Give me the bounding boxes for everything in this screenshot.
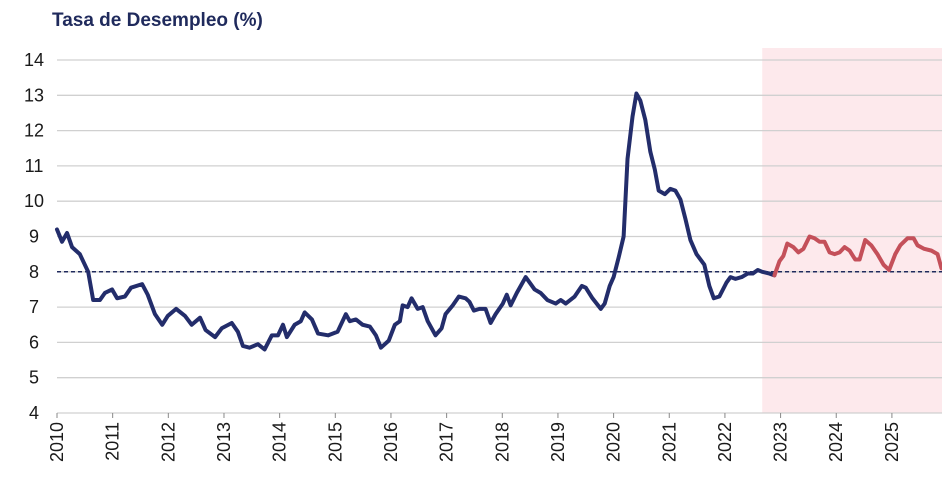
chart-title: Tasa de Desempleo (%) — [52, 10, 263, 31]
y-tick-label: 12 — [24, 121, 44, 141]
x-tick-label: 2025 — [882, 422, 902, 462]
forecast-region — [762, 48, 942, 413]
y-tick-label: 5 — [29, 368, 39, 388]
x-tick-label: 2017 — [437, 422, 457, 462]
y-tick-label: 11 — [25, 156, 44, 176]
y-tick-label: 7 — [29, 297, 39, 317]
x-tick-label: 2019 — [548, 422, 568, 462]
line-series — [55, 91, 777, 352]
y-tick-label: 4 — [29, 403, 39, 423]
x-tick-label: 2014 — [270, 422, 290, 462]
x-tick-label: 2016 — [381, 422, 401, 462]
y-tick-label: 14 — [24, 50, 44, 70]
x-tick-label: 2023 — [771, 422, 791, 462]
x-tick-label: 2021 — [659, 422, 679, 462]
y-tick-label: 10 — [24, 191, 44, 211]
x-tick-label: 2015 — [325, 422, 345, 462]
y-tick-label: 9 — [29, 227, 39, 247]
x-tick-label: 2013 — [214, 422, 234, 462]
x-tick-label: 2012 — [158, 422, 178, 462]
line-series — [772, 234, 942, 278]
x-tick-label: 2010 — [47, 422, 67, 462]
x-tick-label: 2022 — [715, 422, 735, 462]
x-tick-label: 2020 — [604, 422, 624, 462]
x-tick-label: 2018 — [492, 422, 512, 462]
y-tick-label: 6 — [29, 332, 39, 352]
y-tick-label: 13 — [24, 85, 44, 105]
y-tick-label: 8 — [29, 262, 39, 282]
x-tick-label: 2024 — [826, 422, 846, 462]
x-tick-label: 2011 — [103, 422, 123, 461]
